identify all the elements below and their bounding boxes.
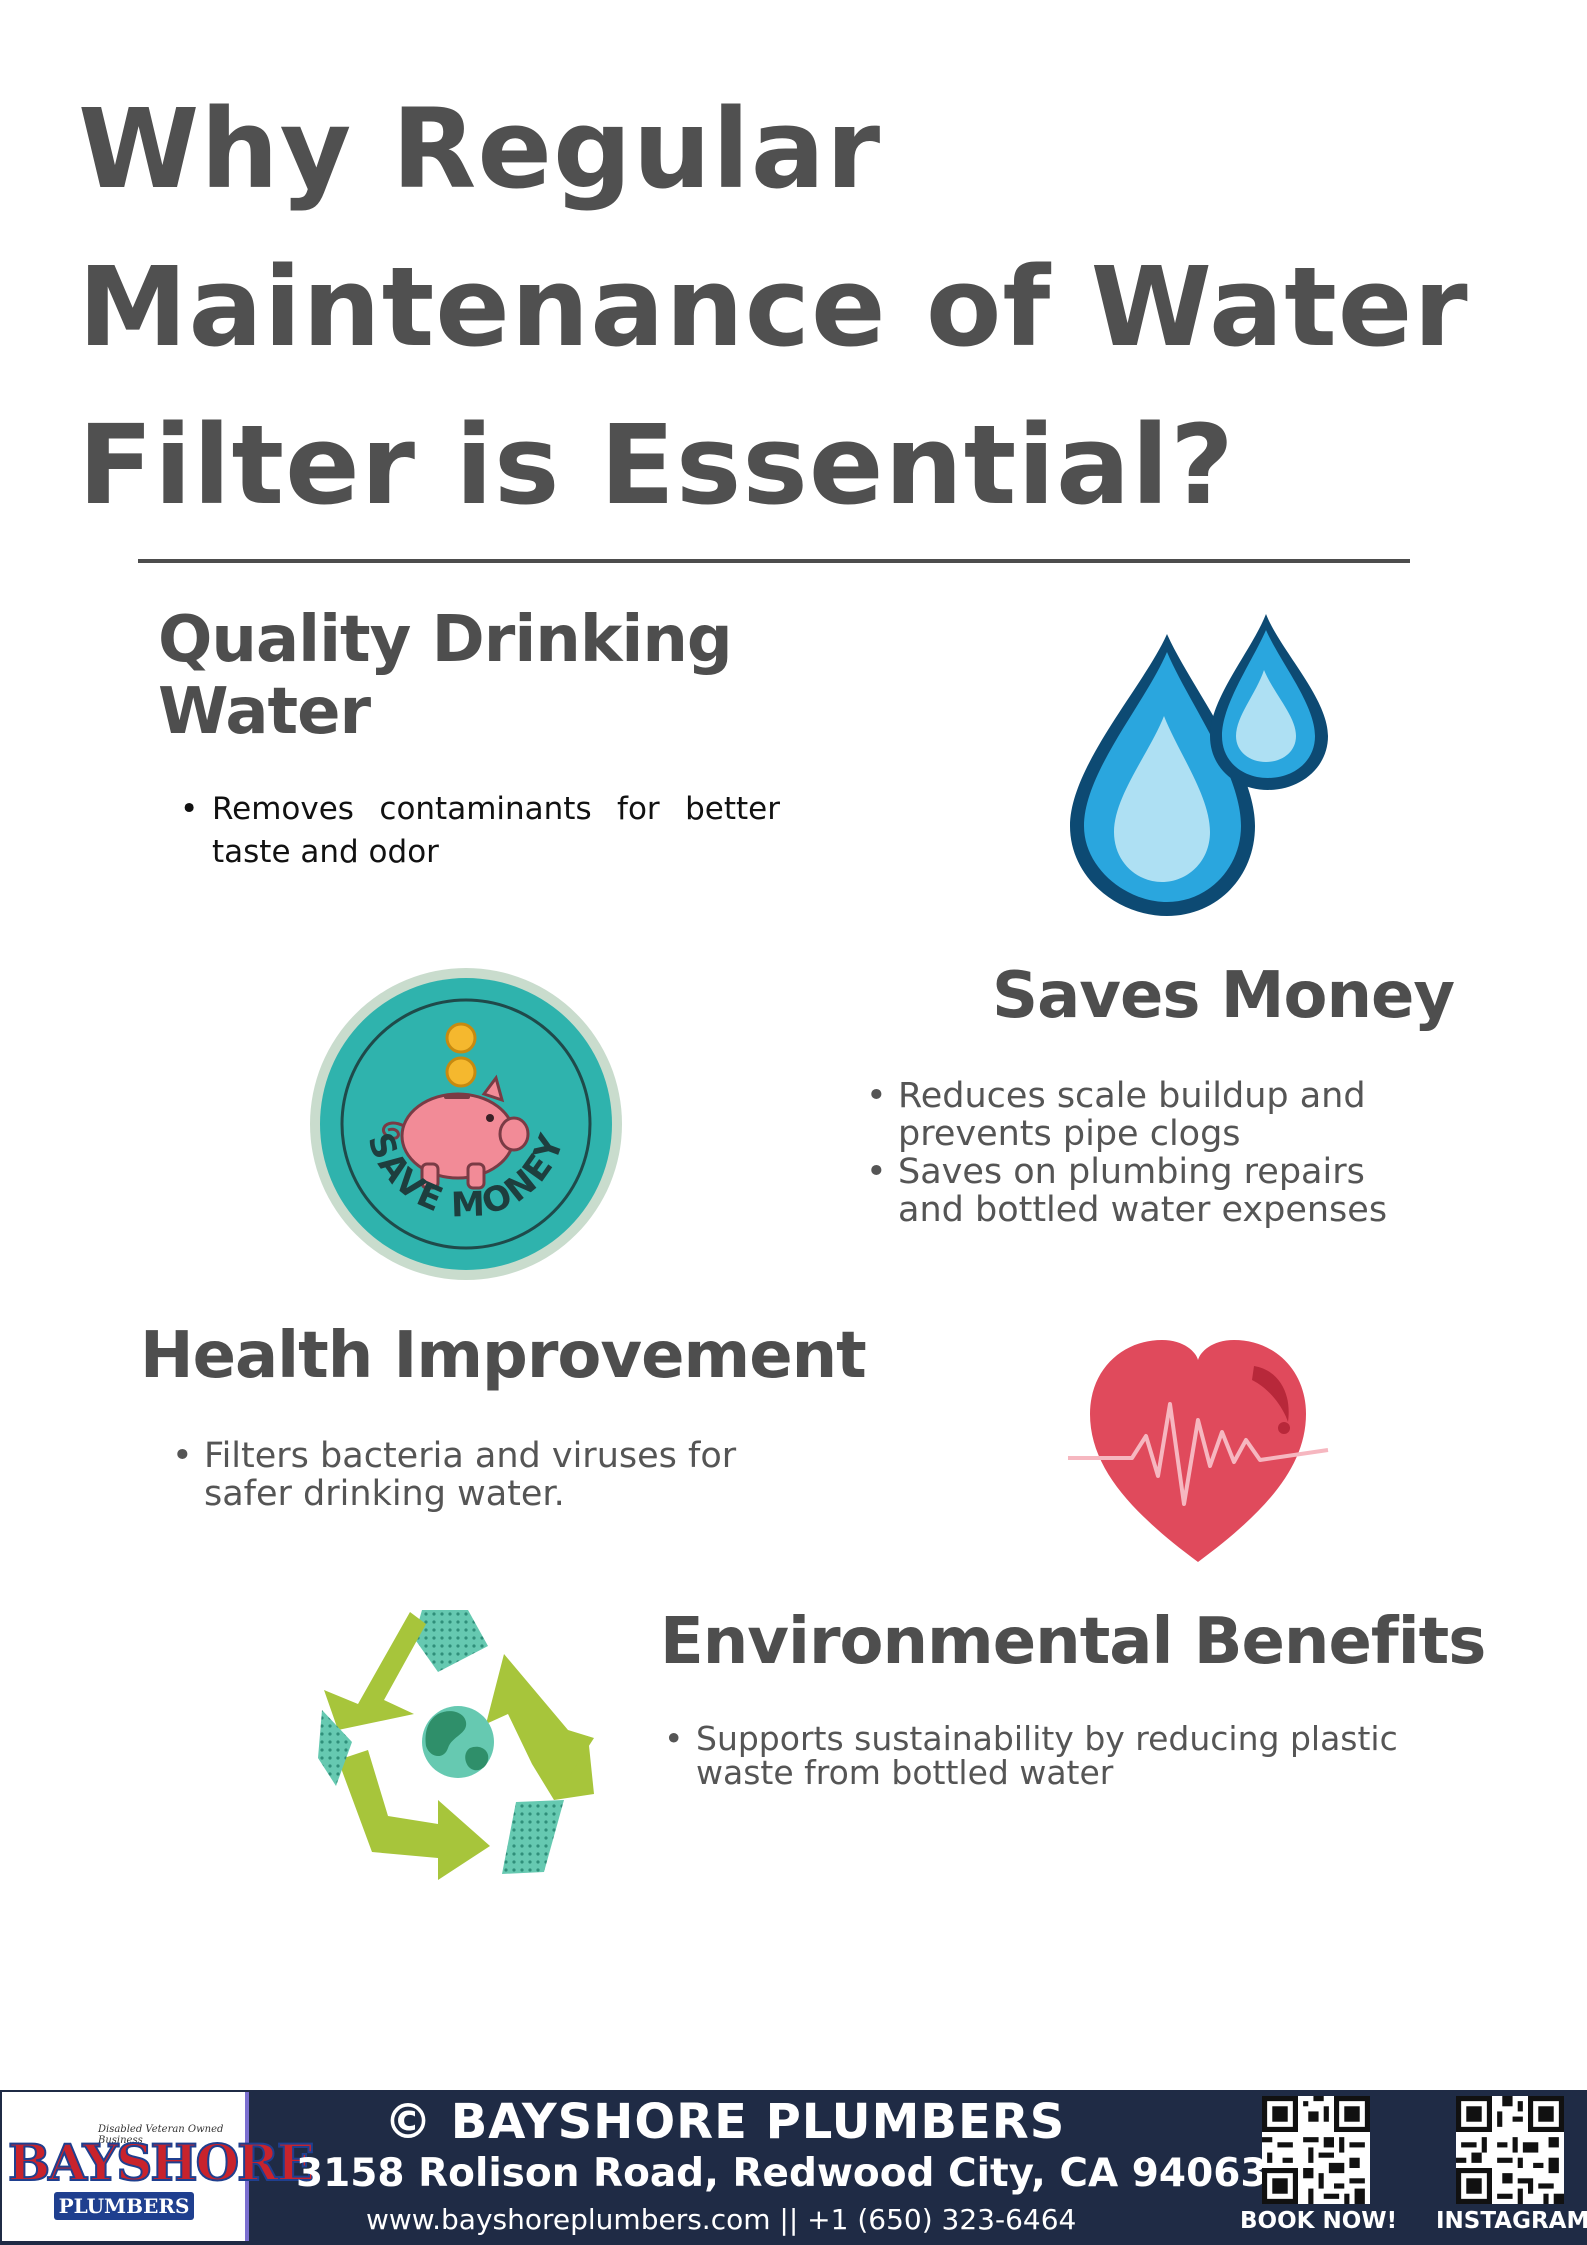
section-heading-quality-water: Quality Drinking Water (158, 603, 733, 749)
title-line-3: Filter is Essential? (78, 401, 1235, 529)
footer-address: 3158 Rolison Road, Redwood City, CA 9406… (296, 2151, 1268, 2196)
list-item: Reduces scale buildup and prevents pipe … (866, 1077, 1426, 1153)
title-line-2: Maintenance of Water (78, 243, 1469, 371)
bullet-list-saves-money: Reduces scale buildup and prevents pipe … (866, 1077, 1426, 1229)
water-drops-icon (1070, 614, 1328, 916)
save-money-badge-art: SAVE MONEY (310, 968, 622, 1280)
qr-code-icon (1456, 2096, 1564, 2204)
footer-brand: © BAYSHORE PLUMBERS (384, 2094, 1066, 2150)
qr-code-book-now[interactable] (1262, 2096, 1370, 2204)
bayshore-logo[interactable]: Disabled Veteran Owned Business BAYSHORE… (2, 2092, 316, 2241)
footer-website-phone[interactable]: www.bayshoreplumbers.com || +1 (650) 323… (366, 2203, 1077, 2236)
heading-line-2: Water (158, 675, 371, 749)
list-item: Removes contaminants for better taste an… (180, 788, 780, 874)
list-item: Filters bacteria and viruses for safer d… (172, 1437, 792, 1513)
qr-code-instagram[interactable] (1456, 2096, 1564, 2204)
list-item: Saves on plumbing repairs and bottled wa… (866, 1153, 1426, 1229)
qr-label-instagram: INSTAGRAM (1436, 2208, 1587, 2234)
title-divider (138, 559, 1410, 563)
logo-subtext: PLUMBERS (54, 2192, 194, 2220)
logo-tagline: Disabled Veteran Owned Business (98, 2124, 224, 2146)
bullet-list-health: Filters bacteria and viruses for safer d… (172, 1437, 792, 1513)
page-title: Why Regular Maintenance of Water Filter … (78, 70, 1518, 544)
section-heading-environment: Environmental Benefits (660, 1605, 1486, 1679)
piggy-bank-icon: SAVE MONEY (308, 966, 624, 1282)
bullet-list-environment: Supports sustainability by reducing plas… (664, 1722, 1444, 1790)
heading-line-1: Quality Drinking (158, 603, 733, 677)
title-line-1: Why Regular (78, 85, 882, 213)
section-heading-saves-money: Saves Money (992, 959, 1455, 1033)
recycle-globe-icon (318, 1610, 594, 1880)
qr-label-book-now: BOOK NOW! (1240, 2208, 1398, 2234)
bullet-list-quality-water: Removes contaminants for better taste an… (180, 788, 780, 874)
section-heading-health: Health Improvement (140, 1319, 867, 1393)
heart-pulse-icon (1068, 1340, 1329, 1562)
list-item: Supports sustainability by reducing plas… (664, 1722, 1444, 1790)
logo-wordmark: BAYSHORE (7, 2133, 316, 2193)
qr-code-icon (1262, 2096, 1370, 2204)
